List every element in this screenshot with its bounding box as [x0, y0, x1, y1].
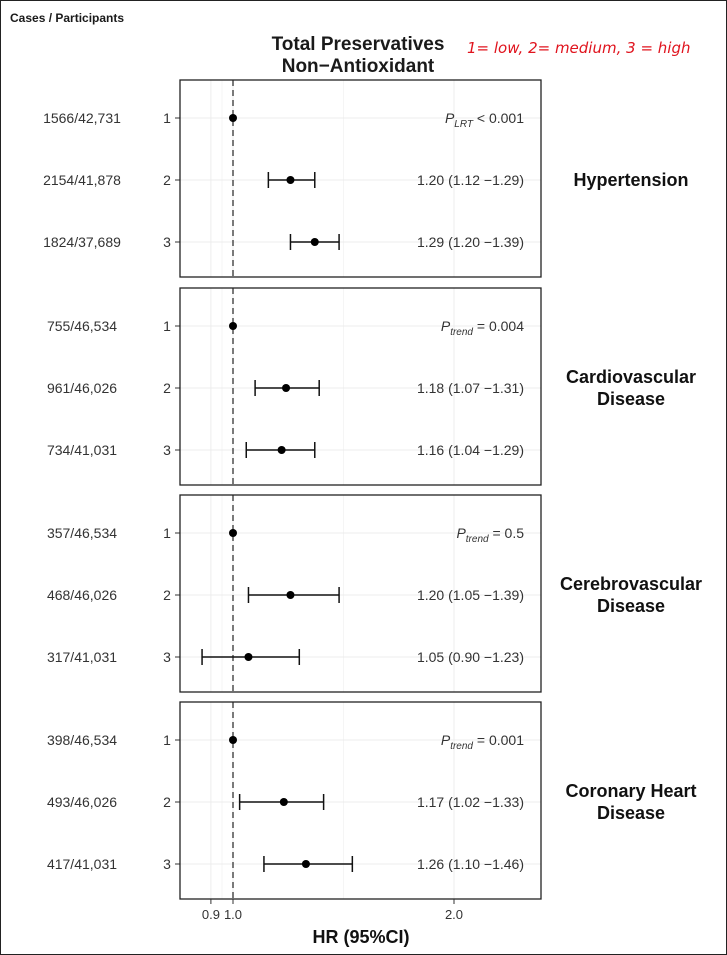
cases-participants-value: 317/41,031: [47, 649, 117, 665]
outcome-label: Disease: [597, 596, 665, 616]
hr-point: [286, 176, 295, 184]
outcome-label: Disease: [597, 803, 665, 823]
hr-ci-text: 1.05 (0.90 −1.23): [417, 649, 524, 665]
panel-background: [180, 288, 541, 485]
hr-ci-text: 1.16 (1.04 −1.29): [417, 442, 524, 458]
cases-participants-header: Cases / Participants: [10, 11, 125, 25]
hr-point: [301, 860, 310, 868]
cases-participants-value: 961/46,026: [47, 380, 117, 396]
exposure-level-label: 1: [163, 110, 171, 126]
cases-participants-value: 468/46,026: [47, 587, 117, 603]
chart-title: Total Preservatives Non−Antioxidant: [238, 34, 478, 78]
exposure-level-label: 3: [163, 442, 171, 458]
p-value-label: PLRT < 0.001: [445, 110, 524, 130]
panel-3: 357/46,534 1 Ptrend = 0.5 468/46,026 2 1.20 (…: [47, 494, 702, 693]
exposure-level-label: 1: [163, 318, 171, 334]
cases-participants-value: 1824/37,689: [43, 234, 121, 250]
exposure-level-label: 2: [163, 380, 171, 396]
cases-participants-value: 493/46,026: [47, 794, 117, 810]
hr-point: [277, 446, 286, 454]
cases-participants-value: 398/46,534: [47, 732, 117, 748]
hr-ci-text: 1.17 (1.02 −1.33): [417, 794, 524, 810]
hr-point: [229, 736, 237, 744]
hr-point: [244, 653, 253, 661]
hr-point: [229, 529, 237, 537]
exposure-level-label: 2: [163, 794, 171, 810]
level-legend-note: 1= low, 2= medium, 3 = high: [467, 39, 691, 57]
hr-ci-text: 1.20 (1.12 −1.29): [417, 172, 524, 188]
exposure-level-label: 3: [163, 856, 171, 872]
hr-ci-text: 1.26 (1.10 −1.46): [417, 856, 524, 872]
outcome-label: Cardiovascular: [566, 367, 696, 387]
x-tick-label: 2.0: [445, 907, 463, 922]
cases-participants-value: 2154/41,878: [43, 172, 121, 188]
x-tick-label: 0.9: [202, 907, 220, 922]
panel-2: 755/46,534 1 Ptrend = 0.004 961/46,026 2 1.18…: [47, 287, 696, 486]
hr-point: [282, 384, 291, 392]
p-value-label: Ptrend = 0.5: [456, 525, 524, 545]
exposure-level-label: 3: [163, 234, 171, 250]
cases-participants-value: 1566/42,731: [43, 110, 121, 126]
exposure-level-label: 1: [163, 525, 171, 541]
outcome-label: Disease: [597, 389, 665, 409]
hr-point: [310, 238, 319, 246]
panel-border: [179, 79, 542, 278]
exposure-level-label: 2: [163, 587, 171, 603]
exposure-level-label: 1: [163, 732, 171, 748]
p-value-label: Ptrend = 0.001: [441, 732, 524, 752]
hr-point: [229, 322, 237, 330]
exposure-level-label: 3: [163, 649, 171, 665]
panel-border: [179, 287, 542, 486]
panel-1: 1566/42,731 1 PLRT < 0.001 2154/41,878 2 1.20…: [43, 79, 689, 278]
exposure-level-label: 2: [163, 172, 171, 188]
cases-participants-value: 357/46,534: [47, 525, 117, 541]
outcome-label: Coronary Heart: [565, 781, 696, 801]
chart-title-line-2: Non−Antioxidant: [281, 56, 435, 77]
panel-background: [180, 80, 541, 277]
panel-border: [179, 494, 542, 693]
cases-participants-value: 417/41,031: [47, 856, 117, 872]
panel-border: [179, 701, 542, 900]
hr-point: [286, 591, 295, 599]
hr-point: [229, 114, 237, 122]
cases-participants-value: 755/46,534: [47, 318, 117, 334]
p-value-label: Ptrend = 0.004: [441, 318, 524, 338]
x-tick-label: 1.0: [224, 907, 242, 922]
hr-point: [279, 798, 288, 806]
cases-participants-value: 734/41,031: [47, 442, 117, 458]
hr-ci-text: 1.29 (1.20 −1.39): [417, 234, 524, 250]
panel-background: [180, 495, 541, 692]
chart-title-line-1: Total Preservatives: [271, 34, 445, 55]
hr-ci-text: 1.20 (1.05 −1.39): [417, 587, 524, 603]
outcome-label: Cerebrovascular: [560, 574, 702, 594]
x-axis-title: HR (95%CI): [312, 927, 409, 947]
panel-4: 398/46,534 1 Ptrend = 0.001 493/46,026 2 1.17…: [47, 701, 697, 900]
hr-ci-text: 1.18 (1.07 −1.31): [417, 380, 524, 396]
outcome-label: Hypertension: [573, 170, 688, 190]
